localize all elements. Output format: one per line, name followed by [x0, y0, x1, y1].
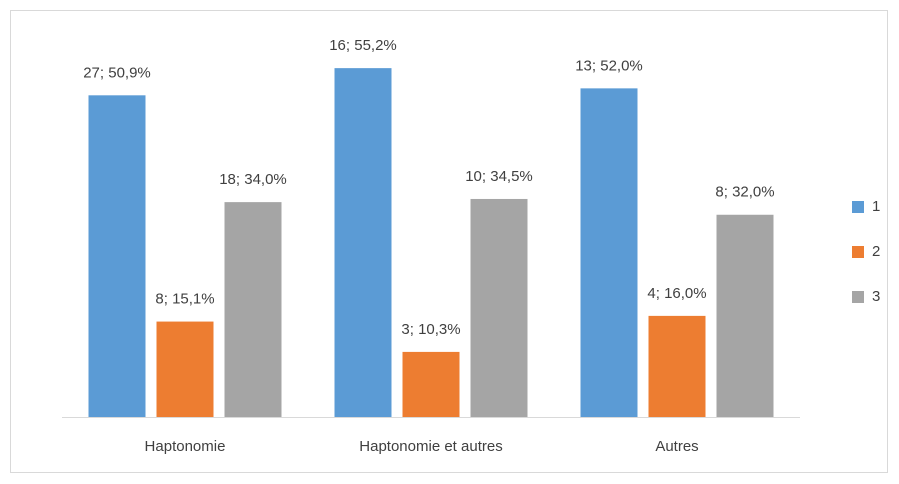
legend-label: 1	[872, 198, 880, 215]
data-label: 4; 16,0%	[647, 285, 706, 302]
bar	[88, 95, 146, 417]
bar	[334, 68, 392, 418]
data-label: 8; 32,0%	[715, 184, 774, 201]
data-label: 10; 34,5%	[465, 168, 533, 185]
data-label: 27; 50,9%	[83, 64, 151, 81]
data-label: 16; 55,2%	[329, 37, 397, 54]
bar	[224, 202, 282, 417]
data-label: 3; 10,3%	[401, 321, 460, 338]
legend-label: 2	[872, 243, 880, 260]
legend-swatch	[852, 201, 864, 213]
bar	[580, 88, 638, 418]
x-tick-label: Autres	[655, 438, 698, 455]
bar	[648, 315, 706, 417]
legend-swatch	[852, 291, 864, 303]
data-label: 13; 52,0%	[575, 57, 643, 74]
bar	[156, 321, 214, 417]
bar	[402, 351, 460, 417]
bar	[716, 214, 774, 417]
legend-label: 3	[872, 288, 880, 305]
legend-swatch	[852, 246, 864, 258]
x-tick-label: Haptonomie et autres	[359, 438, 502, 455]
x-tick-label: Haptonomie	[145, 438, 226, 455]
data-label: 8; 15,1%	[155, 291, 214, 308]
bar	[470, 198, 528, 417]
data-label: 18; 34,0%	[219, 171, 287, 188]
